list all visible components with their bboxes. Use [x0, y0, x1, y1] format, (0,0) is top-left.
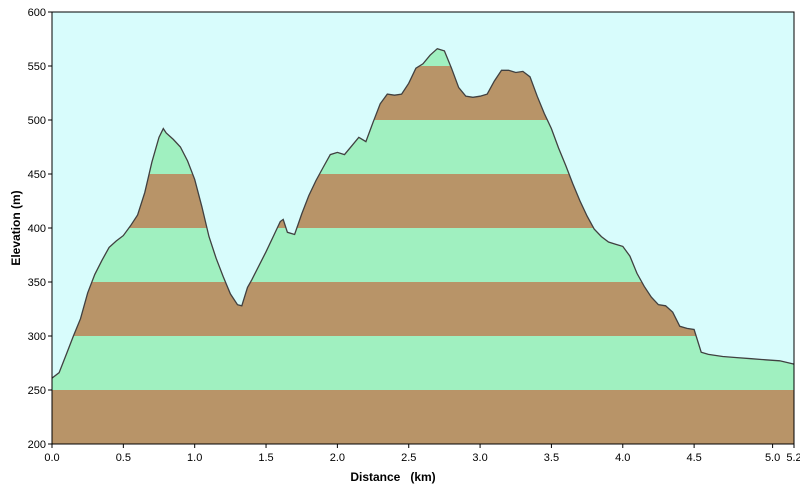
y-tick-label: 200 [28, 439, 46, 451]
x-tick-label: 0.5 [116, 452, 131, 464]
x-axis-title: Distance (km) [350, 470, 435, 484]
x-tick-label: 1.0 [187, 452, 202, 464]
x-axis: 0.0 0.5 1.0 1.5 2.0 2.5 3.0 3.5 4.0 4.5 5.0 5.2 [44, 444, 800, 464]
x-tick-label: 2.5 [401, 452, 416, 464]
y-tick-label: 450 [28, 169, 46, 181]
x-tick-label: 3.0 [472, 452, 487, 464]
x-tick-label: 3.5 [544, 452, 559, 464]
x-tick-label: 2.0 [330, 452, 345, 464]
x-tick-label: 5.2 [786, 452, 800, 464]
y-tick-label: 550 [28, 61, 46, 73]
x-tick-label: 4.0 [615, 452, 630, 464]
y-axis-title: Elevation (m) [9, 190, 23, 265]
elevation-band [52, 336, 794, 390]
y-tick-label: 350 [28, 277, 46, 289]
x-tick-label: 4.5 [686, 452, 701, 464]
y-tick-label: 400 [28, 223, 46, 235]
y-tick-label: 300 [28, 331, 46, 343]
y-tick-label: 500 [28, 115, 46, 127]
elevation-profile-line [51, 47, 795, 379]
y-axis: 200 250 300 350 400 450 500 550 600 [28, 7, 52, 451]
x-tick-label: 5.0 [765, 452, 780, 464]
x-tick-label: 0.0 [44, 452, 59, 464]
y-tick-label: 250 [28, 385, 46, 397]
elevation-band [52, 390, 794, 444]
x-tick-label: 1.5 [258, 452, 273, 464]
y-tick-label: 600 [28, 7, 46, 19]
